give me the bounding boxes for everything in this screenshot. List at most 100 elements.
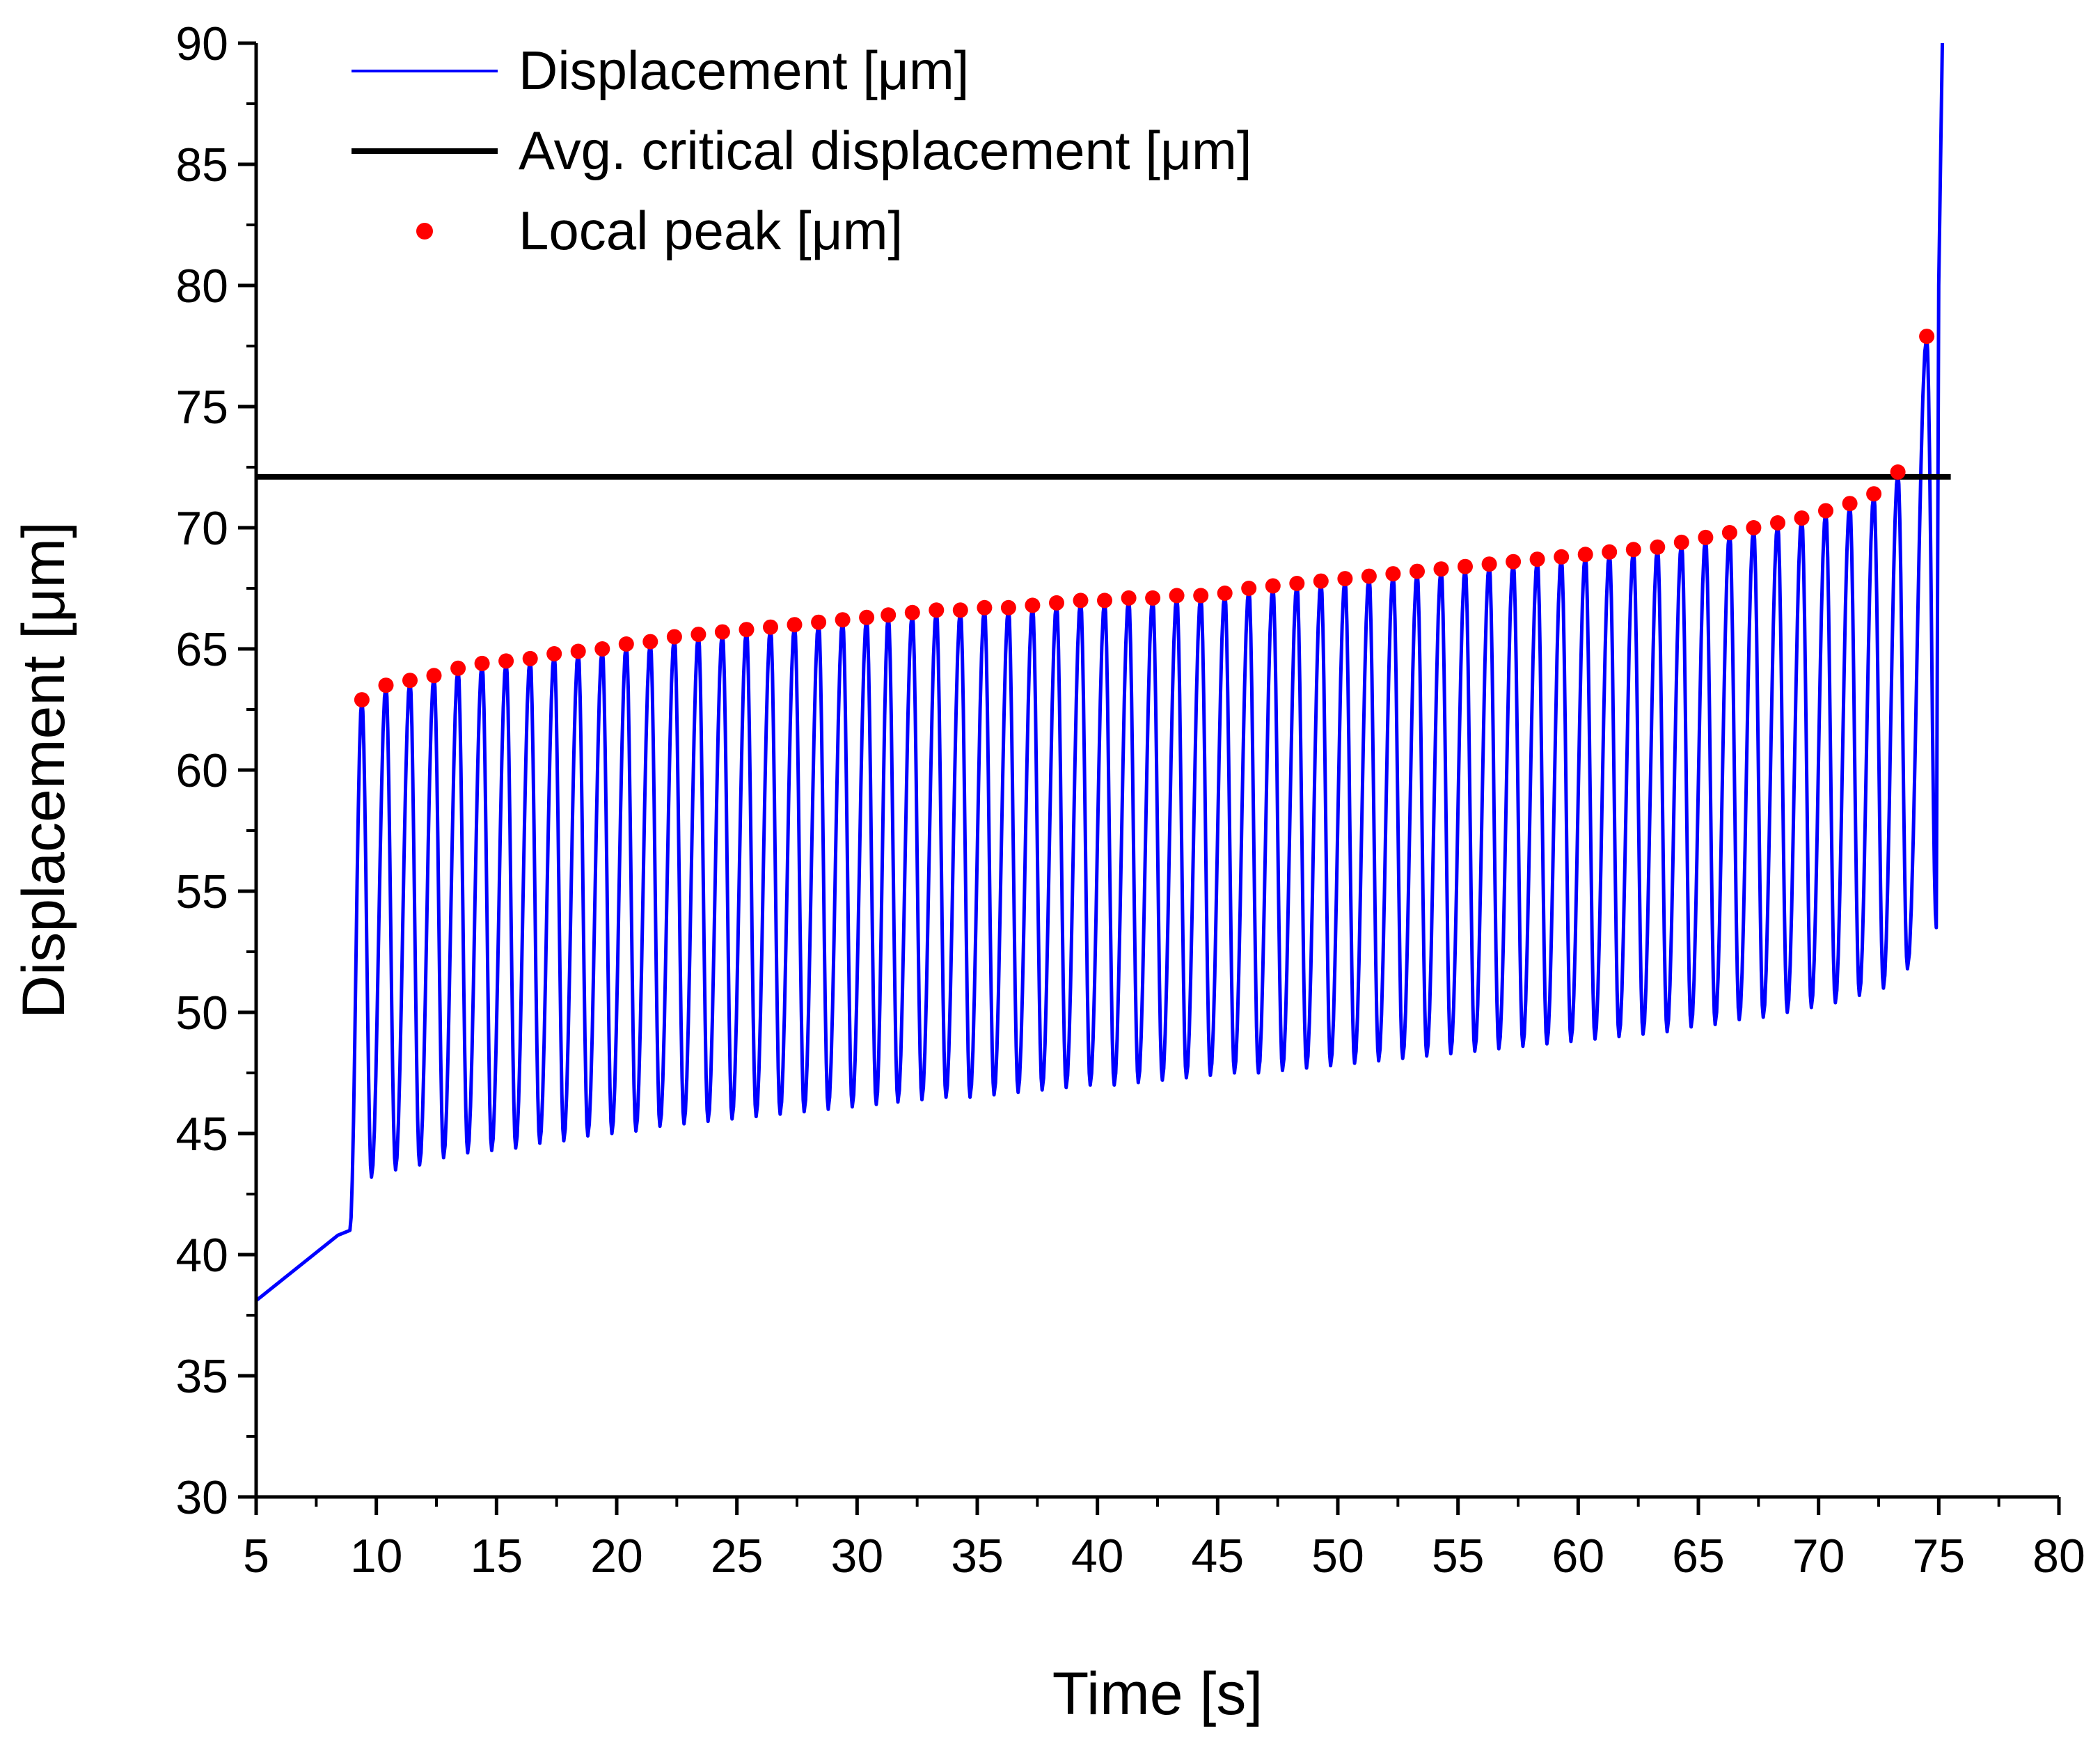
local-peak-point <box>1625 542 1641 558</box>
local-peak-point <box>1289 576 1305 591</box>
local-peak-point <box>1121 590 1137 606</box>
y-tick-label: 80 <box>175 260 228 313</box>
local-peak-point <box>1529 551 1545 567</box>
local-peak-point <box>1265 578 1281 594</box>
local-peak-point <box>1458 558 1473 574</box>
local-peak-point <box>402 673 418 689</box>
local-peak-point <box>450 660 466 676</box>
local-peak-point <box>1169 588 1185 604</box>
x-tick-label: 65 <box>1672 1530 1725 1583</box>
y-tick-label: 85 <box>175 139 228 191</box>
local-peak-point <box>1241 581 1257 596</box>
local-peak-point <box>1577 547 1593 563</box>
y-tick-label: 90 <box>175 17 228 70</box>
x-tick-label: 20 <box>590 1530 643 1583</box>
y-axis-title: Displacement [μm] <box>10 521 77 1019</box>
local-peak-point <box>1842 496 1858 512</box>
local-peak-point <box>929 602 945 618</box>
local-peak-point <box>474 655 490 671</box>
local-peak-point <box>1193 588 1209 604</box>
x-tick-label: 25 <box>711 1530 764 1583</box>
local-peak-point <box>714 624 730 640</box>
local-peak-point <box>977 599 993 615</box>
y-tick-label: 35 <box>175 1350 228 1403</box>
x-tick-label: 45 <box>1192 1530 1245 1583</box>
local-peak-point <box>1073 593 1089 609</box>
local-peak-point <box>811 614 827 630</box>
local-peak-point <box>1433 561 1449 577</box>
local-peak-point <box>426 668 442 684</box>
legend-swatch-peak <box>416 223 433 240</box>
local-peak-point <box>1818 503 1833 519</box>
local-peak-point <box>1385 566 1401 582</box>
local-peak-point <box>378 677 394 693</box>
x-axis-title: Time [s] <box>1052 1661 1263 1727</box>
local-peak-point <box>904 604 920 620</box>
local-peak-point <box>642 634 658 650</box>
displacement-series-line <box>256 42 1944 1303</box>
local-peak-point <box>1097 593 1112 609</box>
x-tick-label: 40 <box>1071 1530 1124 1583</box>
plot-area <box>256 42 1951 1303</box>
local-peak-point <box>787 617 803 633</box>
legend-label-displacement: Displacement [μm] <box>519 40 969 101</box>
legend: Displacement [μm] Avg. critical displace… <box>352 40 1252 261</box>
y-tick-label: 55 <box>175 865 228 918</box>
local-peak-point <box>1481 556 1497 572</box>
local-peak-point <box>546 646 562 661</box>
y-tick-label: 30 <box>175 1471 228 1524</box>
local-peak-point <box>952 602 968 618</box>
y-tick-label: 50 <box>175 987 228 1039</box>
local-peak-point <box>1025 597 1041 613</box>
local-peak-point <box>618 636 634 652</box>
y-tick-label: 65 <box>175 623 228 676</box>
local-peak-point <box>594 641 610 657</box>
local-peak-point <box>1000 599 1016 615</box>
local-peak-point <box>498 653 514 669</box>
x-tick-label: 15 <box>471 1530 523 1583</box>
local-peak-point <box>1554 549 1570 565</box>
local-peak-point <box>1673 534 1689 550</box>
local-peak-point <box>1337 571 1353 587</box>
local-peak-point <box>881 607 897 623</box>
legend-label-critical: Avg. critical displacement [μm] <box>519 120 1252 181</box>
x-tick-label: 50 <box>1311 1530 1364 1583</box>
local-peak-point <box>1506 554 1522 570</box>
local-peak-point <box>1919 329 1935 345</box>
local-peak-point <box>1410 563 1425 579</box>
local-peak-point <box>522 650 538 666</box>
x-tick-label: 55 <box>1432 1530 1485 1583</box>
local-peak-point <box>666 629 682 645</box>
local-peak-point <box>570 643 586 659</box>
y-tick-label: 40 <box>175 1229 228 1282</box>
x-tick-label: 60 <box>1552 1530 1605 1583</box>
legend-label-peak: Local peak [μm] <box>519 200 903 261</box>
local-peak-point <box>354 692 370 708</box>
x-tick-label: 30 <box>831 1530 884 1583</box>
x-tick-label: 70 <box>1792 1530 1845 1583</box>
local-peak-point <box>1698 529 1714 545</box>
local-peak-point <box>1890 464 1906 480</box>
y-tick-label: 75 <box>175 381 228 434</box>
local-peak-point <box>1602 544 1618 560</box>
local-peak-point <box>1650 539 1666 555</box>
local-peak-point <box>690 627 706 643</box>
local-peak-point <box>1049 595 1064 611</box>
local-peak-point <box>1145 590 1161 606</box>
local-peak-point <box>1770 515 1785 531</box>
local-peak-point <box>859 609 875 625</box>
x-tick-label: 35 <box>951 1530 1004 1583</box>
x-tick-label: 80 <box>2032 1530 2085 1583</box>
x-tick-label: 5 <box>243 1530 269 1583</box>
x-tick-label: 75 <box>1913 1530 1966 1583</box>
local-peak-point <box>835 612 851 628</box>
local-peak-point <box>739 622 755 638</box>
y-tick-label: 60 <box>175 744 228 797</box>
y-axis-ticks: 30 35 40 45 50 55 60 65 70 75 80 85 90 <box>175 17 256 1524</box>
x-tick-label: 10 <box>350 1530 403 1583</box>
y-tick-label: 70 <box>175 502 228 555</box>
local-peak-point <box>1794 510 1810 526</box>
local-peak-point <box>1313 573 1329 589</box>
local-peak-point <box>1217 586 1233 601</box>
